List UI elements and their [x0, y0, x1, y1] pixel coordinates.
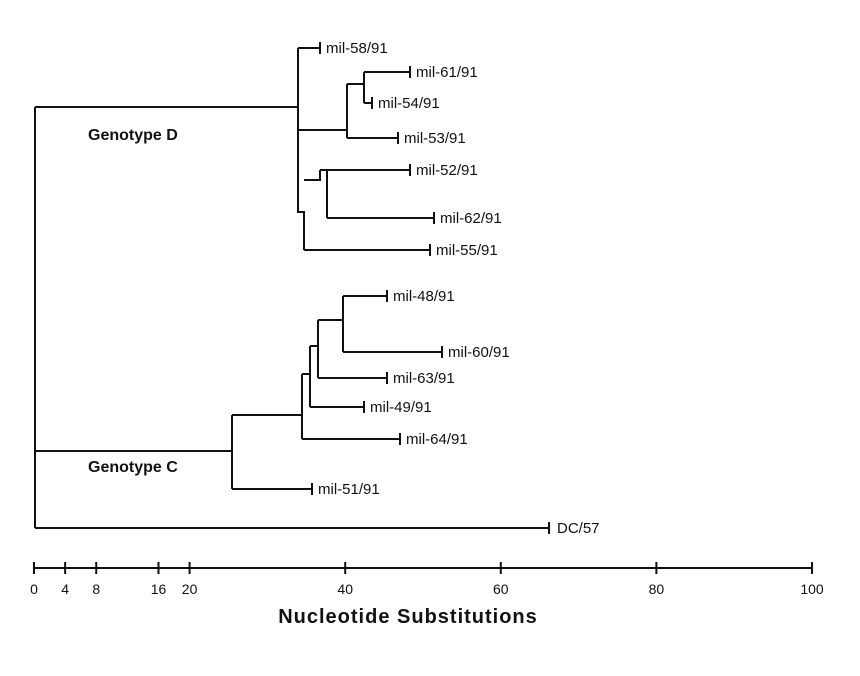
branch-c-inner-2 [302, 346, 311, 407]
axis-tick-label-100: 100 [800, 581, 824, 597]
leaf-label-mil49: mil-49/91 [370, 399, 432, 416]
clade-label-genotype-c: Genotype C [88, 459, 178, 476]
leaf-label-mil52: mil-52/91 [416, 162, 478, 179]
branch-mil52-stem [320, 169, 328, 218]
axis-tick-label-4: 4 [61, 581, 69, 597]
leaf-label-mil64: mil-64/91 [406, 431, 468, 448]
leaf-label-dc57: DC/57 [557, 520, 600, 537]
leaf-label-mil61: mil-61/91 [416, 64, 478, 81]
leaf-labels: mil-58/91 mil-61/91 mil-54/91 mil-53/91 mil-… [311, 40, 600, 537]
leaf-label-mil53: mil-53/91 [404, 130, 466, 147]
axis-tick-label-20: 20 [182, 581, 198, 597]
axis-tick-label-0: 0 [30, 581, 38, 597]
branch-c-inner-3 [310, 320, 319, 378]
tree-branches [34, 47, 549, 529]
genotype-d-backbone [297, 48, 305, 250]
axis-tick-label-60: 60 [493, 581, 509, 597]
leaf-label-mil55: mil-55/91 [436, 242, 498, 259]
axis-tick-label-80: 80 [649, 581, 665, 597]
leaf-label-mil63: mil-63/91 [393, 370, 455, 387]
leaf-label-mil51: mil-51/91 [318, 481, 380, 498]
clade-label-genotype-d: Genotype D [88, 127, 178, 144]
leaf-label-mil48: mil-48/91 [393, 288, 455, 305]
axis-title: Nucleotide Substitutions [278, 606, 538, 628]
substitution-scale-axis: 0 4 8 16 20 40 60 80 100 [30, 562, 824, 597]
leaf-label-mil54: mil-54/91 [378, 95, 440, 112]
leaf-label-mil60: mil-60/91 [448, 344, 510, 361]
axis-tick-label-40: 40 [337, 581, 353, 597]
axis-tick-label-16: 16 [151, 581, 167, 597]
axis-tick-label-8: 8 [92, 581, 100, 597]
branch-d-inner-3 [347, 72, 365, 85]
leaf-label-mil62: mil-62/91 [440, 210, 502, 227]
branch-c-inner-4 [318, 296, 344, 352]
leaf-label-mil58: mil-58/91 [326, 40, 388, 57]
branch-d-inner-4 [304, 170, 321, 181]
